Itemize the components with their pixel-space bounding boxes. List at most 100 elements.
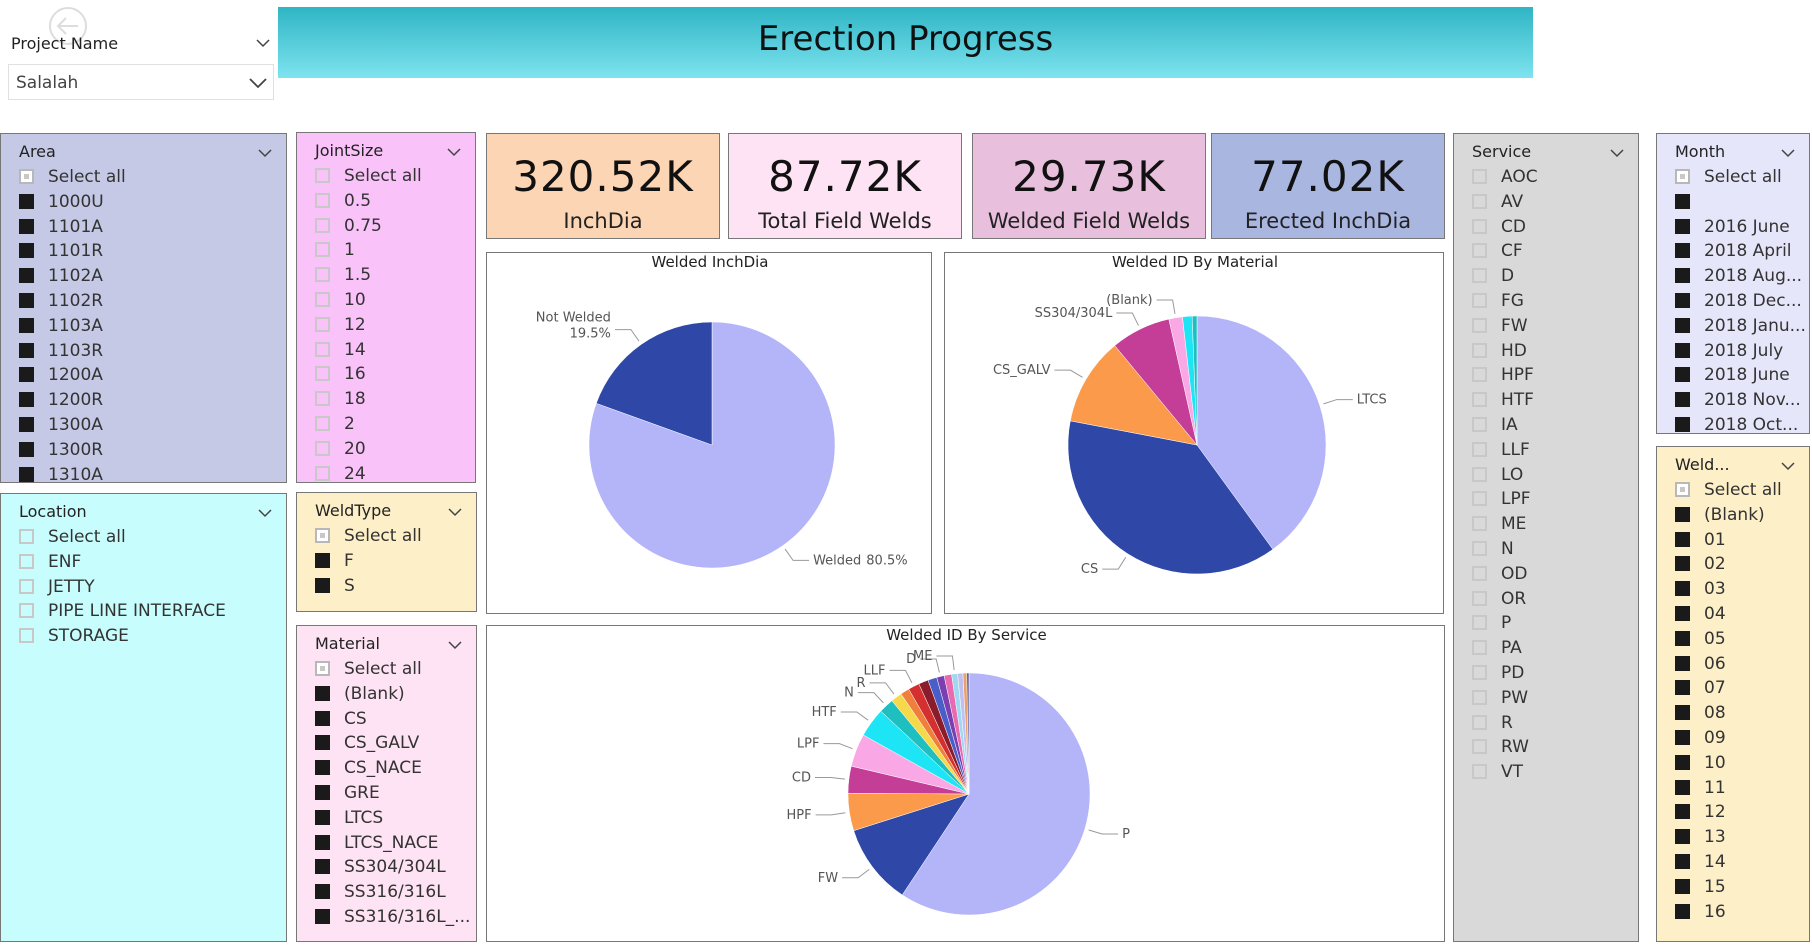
checkbox[interactable] xyxy=(1472,689,1487,705)
checkbox[interactable] xyxy=(315,577,330,593)
chevron[interactable] xyxy=(448,640,462,650)
checkbox[interactable] xyxy=(1675,417,1690,432)
checkbox[interactable] xyxy=(315,316,330,332)
checkbox[interactable] xyxy=(1472,714,1487,730)
checkbox[interactable] xyxy=(1675,218,1690,234)
slicer-item[interactable]: 10 xyxy=(315,290,366,310)
slicer-item[interactable]: 1300R xyxy=(19,440,103,460)
slicer-item[interactable]: HPF xyxy=(1472,365,1534,385)
checkbox[interactable] xyxy=(1472,293,1487,308)
checkbox[interactable] xyxy=(315,859,330,875)
checkbox[interactable] xyxy=(1675,680,1690,696)
checkbox[interactable] xyxy=(1472,640,1487,656)
checkbox[interactable] xyxy=(19,317,34,333)
slicer-item[interactable]: 1200R xyxy=(19,390,103,410)
slicer-item[interactable]: 1310A xyxy=(19,465,103,482)
checkbox[interactable] xyxy=(1675,482,1690,497)
chevron[interactable] xyxy=(448,507,462,517)
checkbox[interactable] xyxy=(1472,193,1487,209)
checkbox[interactable] xyxy=(19,578,34,594)
slicer-item[interactable] xyxy=(1675,192,1704,212)
slicer-item[interactable]: 0.5 xyxy=(315,191,371,211)
checkbox[interactable] xyxy=(315,710,330,726)
slicer-item[interactable]: 07 xyxy=(1675,678,1726,698)
slicer-item[interactable]: PA xyxy=(1472,638,1522,658)
checkbox[interactable] xyxy=(315,341,330,357)
checkbox[interactable] xyxy=(1675,531,1690,547)
slicer-item[interactable]: RW xyxy=(1472,737,1529,757)
checkbox[interactable] xyxy=(19,603,34,619)
checkbox[interactable] xyxy=(1472,218,1487,234)
slicer-item[interactable]: Select all xyxy=(1675,480,1782,500)
slicer-item[interactable]: VT xyxy=(1472,762,1523,782)
checkbox[interactable] xyxy=(315,785,330,800)
slicer-item[interactable]: LTCS_NACE xyxy=(315,833,438,853)
slicer-item[interactable]: R xyxy=(1472,713,1513,733)
slicer-item[interactable]: 1102A xyxy=(19,266,103,286)
chevron[interactable] xyxy=(258,508,272,518)
project-slicer[interactable]: Project Name Salalah xyxy=(6,7,277,102)
slicer-item[interactable]: 2018 July xyxy=(1675,341,1783,361)
slicer-item[interactable]: 2018 April xyxy=(1675,241,1792,261)
slicer-item[interactable]: 02 xyxy=(1675,554,1726,574)
slicer-item[interactable]: Select all xyxy=(315,166,422,186)
checkbox[interactable] xyxy=(315,168,330,183)
checkbox[interactable] xyxy=(1675,243,1690,259)
slicer-item[interactable]: 01 xyxy=(1675,530,1726,550)
pie-slice[interactable] xyxy=(1069,345,1198,446)
slicer-item[interactable]: AOC xyxy=(1472,167,1538,187)
pie-slice[interactable] xyxy=(595,321,713,446)
checkbox[interactable] xyxy=(1675,630,1690,646)
checkbox[interactable] xyxy=(315,552,330,568)
checkbox[interactable] xyxy=(19,169,34,184)
slicer-item[interactable]: HTF xyxy=(1472,390,1534,410)
slicer-item[interactable]: 1.5 xyxy=(315,265,371,285)
checkbox[interactable] xyxy=(1472,169,1487,184)
checkbox[interactable] xyxy=(1472,441,1487,457)
slicer-item[interactable]: HD xyxy=(1472,341,1527,361)
slicer-item[interactable]: 2018 Dec... xyxy=(1675,291,1802,311)
slicer-item[interactable]: 15 xyxy=(1675,877,1726,897)
checkbox[interactable] xyxy=(19,529,34,544)
slicer-item[interactable]: STORAGE xyxy=(19,626,129,646)
checkbox[interactable] xyxy=(1472,466,1487,482)
pie-slice[interactable] xyxy=(966,672,970,795)
checkbox[interactable] xyxy=(1472,590,1487,606)
checkbox[interactable] xyxy=(19,243,34,259)
checkbox[interactable] xyxy=(315,217,330,233)
pie-slice[interactable] xyxy=(1067,420,1274,575)
checkbox[interactable] xyxy=(19,218,34,234)
slicer-item[interactable]: F xyxy=(315,551,354,571)
slicer-item[interactable]: 2018 Janu... xyxy=(1675,316,1806,336)
slicer-item[interactable]: Select all xyxy=(19,527,126,547)
slicer-item[interactable]: ME xyxy=(1472,514,1526,534)
checkbox[interactable] xyxy=(1675,317,1690,333)
slicer-item[interactable]: LPF xyxy=(1472,489,1531,509)
checkbox[interactable] xyxy=(315,735,330,751)
slicer-item[interactable]: 1300A xyxy=(19,415,103,435)
slicer-item[interactable]: 1101R xyxy=(19,241,103,261)
slicer-item[interactable]: 10 xyxy=(1675,753,1726,773)
checkbox[interactable] xyxy=(315,292,330,307)
chevron[interactable] xyxy=(256,38,270,48)
slicer-item[interactable]: 18 xyxy=(315,389,366,409)
checkbox[interactable] xyxy=(315,809,330,825)
checkbox[interactable] xyxy=(1675,779,1690,795)
slicer-item[interactable]: 20 xyxy=(315,439,366,459)
checkbox[interactable] xyxy=(1675,392,1690,408)
slicer-item[interactable]: 06 xyxy=(1675,654,1726,674)
slicer-item[interactable]: (Blank) xyxy=(1675,505,1765,525)
checkbox[interactable] xyxy=(1472,243,1487,259)
slicer-item[interactable]: 1200A xyxy=(19,365,103,385)
slicer-item[interactable]: 12 xyxy=(315,315,366,335)
slicer-item[interactable]: FG xyxy=(1472,291,1524,311)
chevron[interactable] xyxy=(1781,461,1795,471)
checkbox[interactable] xyxy=(19,367,34,383)
project-dropdown[interactable]: Salalah xyxy=(8,64,274,100)
checkbox[interactable] xyxy=(315,242,330,258)
checkbox[interactable] xyxy=(315,391,330,407)
slicer-item[interactable]: 2016 June xyxy=(1675,217,1790,237)
slicer-item[interactable]: 14 xyxy=(1675,852,1726,872)
checkbox[interactable] xyxy=(315,440,330,456)
checkbox[interactable] xyxy=(1675,705,1690,721)
